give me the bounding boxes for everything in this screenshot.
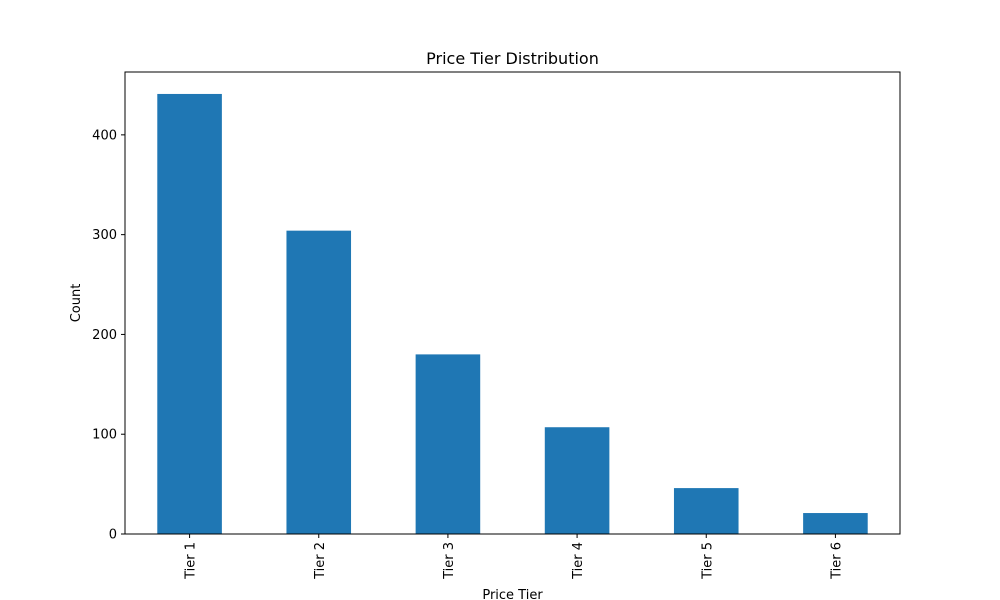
bar-tier-2 bbox=[286, 230, 352, 534]
x-axis-label: Price Tier bbox=[482, 588, 543, 600]
y-tick-label: 300 bbox=[92, 228, 117, 243]
bar-tier-4 bbox=[544, 427, 610, 534]
x-tick-label: Tier 4 bbox=[571, 542, 586, 580]
y-tick-label: 200 bbox=[92, 328, 117, 343]
x-tick-label: Tier 6 bbox=[829, 542, 844, 580]
plot-frame bbox=[124, 71, 901, 535]
y-tick-label: 100 bbox=[92, 428, 117, 443]
bar-tier-6 bbox=[803, 513, 868, 534]
x-tick-label: Tier 5 bbox=[700, 542, 715, 580]
y-tick-label: 400 bbox=[92, 128, 117, 143]
y-axis-label: Count bbox=[69, 284, 84, 323]
bar-tier-5 bbox=[673, 488, 739, 534]
y-axis: 0 100 200 300 400 bbox=[92, 128, 125, 543]
bar-tier-3 bbox=[415, 354, 481, 534]
y-tick-label: 0 bbox=[109, 528, 117, 543]
x-tick-label: Tier 2 bbox=[313, 542, 328, 580]
chart-title: Price Tier Distribution bbox=[426, 49, 599, 68]
bar-tier-1 bbox=[157, 93, 222, 534]
x-tick-label: Tier 3 bbox=[442, 542, 457, 580]
x-tick-label: Tier 1 bbox=[184, 542, 199, 580]
bars-group bbox=[157, 93, 868, 534]
x-axis: Tier 1 Tier 2 Tier 3 Tier 4 Tier 5 Tier 6 bbox=[184, 534, 844, 580]
